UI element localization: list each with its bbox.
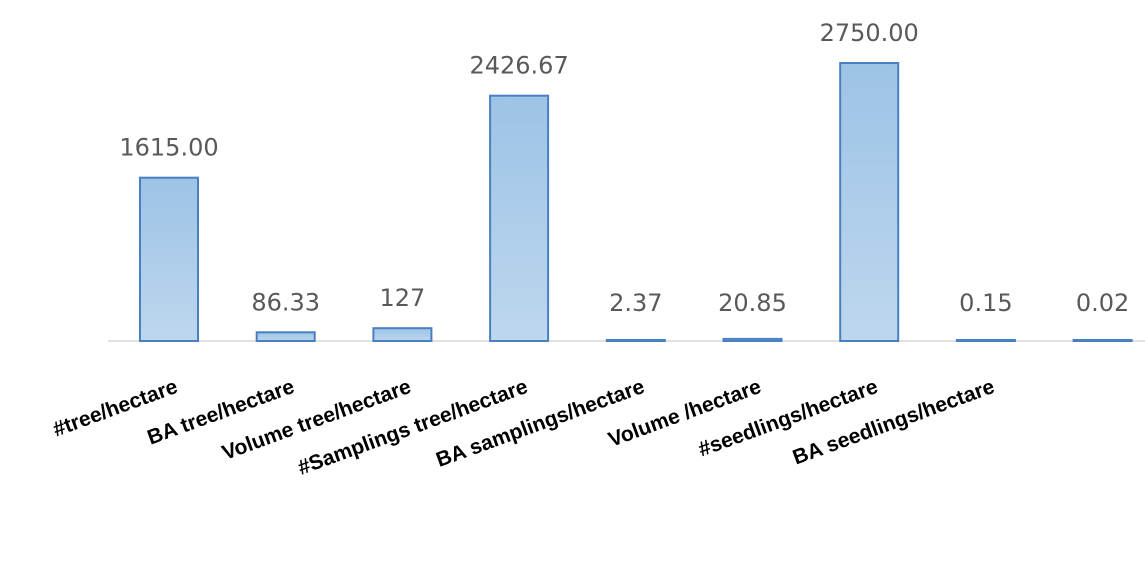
bar-6 <box>839 62 900 342</box>
category-label-7: BA seedlings/hectare <box>790 375 998 469</box>
bar-5 <box>722 337 783 342</box>
category-label-4: BA samplings/hectare <box>433 375 647 472</box>
data-label-0: 1615.00 <box>119 134 218 162</box>
data-label-4: 2.37 <box>609 289 662 317</box>
data-label-5: 20.85 <box>718 289 787 317</box>
bar-0 <box>139 176 199 342</box>
bar-8 <box>1072 339 1133 342</box>
data-label-6: 2750.00 <box>820 19 919 47</box>
bar-3 <box>489 94 550 342</box>
bars-group <box>139 62 1133 343</box>
data-labels-group: 1615.00 86.33 127 2426.67 2.37 20.85 2750.00 0.… <box>119 19 1129 317</box>
bar-2 <box>372 327 433 343</box>
data-label-7: 0.15 <box>959 289 1012 317</box>
bar-1 <box>255 331 316 342</box>
bar-7 <box>955 339 1016 342</box>
data-label-2: 127 <box>379 284 425 312</box>
bar-4 <box>605 339 666 342</box>
data-label-8: 0.02 <box>1076 289 1129 317</box>
data-label-3: 2426.67 <box>469 52 568 80</box>
data-label-1: 86.33 <box>251 288 320 316</box>
